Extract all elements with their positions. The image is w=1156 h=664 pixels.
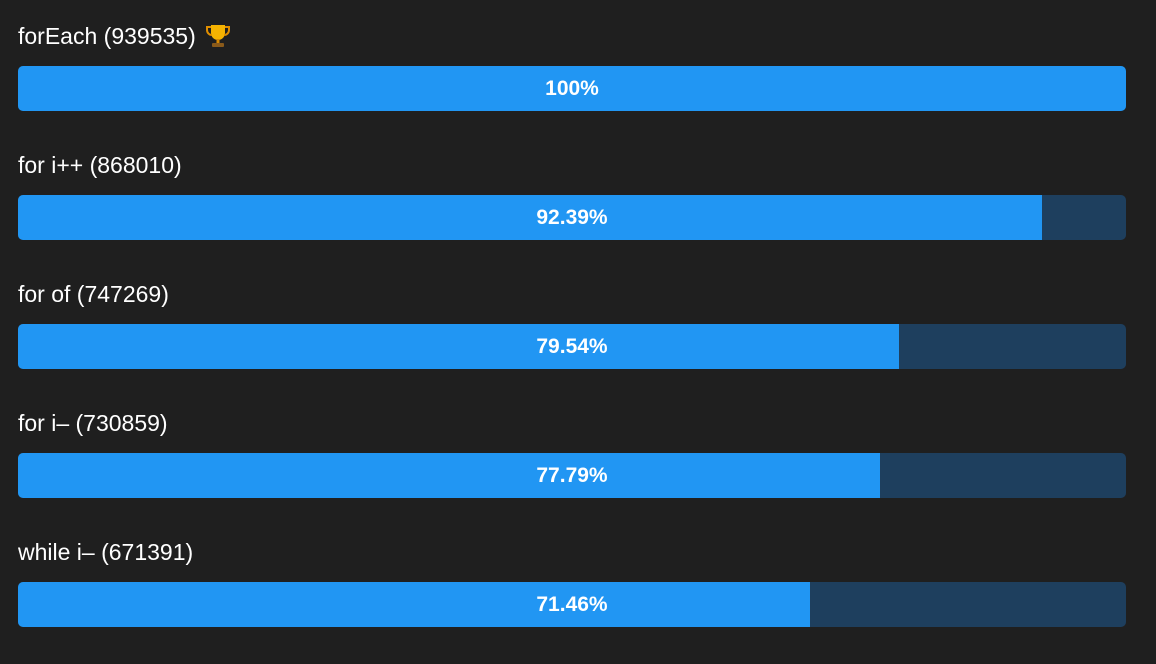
progress-track: 77.79% <box>18 453 1126 498</box>
label-text: for of (747269) <box>18 281 169 307</box>
label-text: for i– (730859) <box>18 410 168 436</box>
percent-label: 77.79% <box>536 463 608 487</box>
trophy-icon <box>205 25 230 47</box>
result-label: for i– (730859) <box>18 407 168 439</box>
progress-fill <box>18 453 880 498</box>
progress-fill <box>18 324 900 369</box>
label-text: for i++ (868010) <box>18 152 182 178</box>
result-label: forEach (939535) <box>18 20 230 52</box>
result-row: for i++ (868010) 92.39% <box>18 129 1126 258</box>
progress-track: 79.54% <box>18 324 1126 369</box>
result-label: while i– (671391) <box>18 536 193 568</box>
result-row: for i– (730859) 77.79% <box>18 387 1126 516</box>
result-row: while i– (671391) 71.46% <box>18 516 1126 645</box>
progress-track: 92.39% <box>18 195 1126 240</box>
percent-label: 71.46% <box>536 592 608 616</box>
progress-fill <box>18 582 810 627</box>
percent-label: 92.39% <box>536 205 608 229</box>
result-label: for of (747269) <box>18 278 169 310</box>
result-row: for of (747269) 79.54% <box>18 258 1126 387</box>
label-text: while i– (671391) <box>18 539 194 565</box>
result-row: forEach (939535) 100% <box>18 0 1126 129</box>
progress-fill <box>18 66 1126 111</box>
result-label: for i++ (868010) <box>18 149 182 181</box>
progress-track: 100% <box>18 66 1126 111</box>
progress-fill <box>18 195 1042 240</box>
percent-label: 79.54% <box>536 334 608 358</box>
percent-label: 100% <box>545 76 599 100</box>
progress-track: 71.46% <box>18 582 1126 627</box>
label-text: forEach (939535) <box>18 23 196 49</box>
